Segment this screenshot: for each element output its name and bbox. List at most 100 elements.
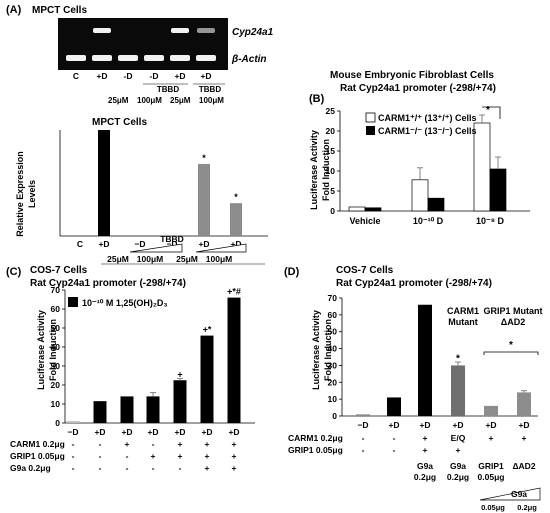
panel-d-letter: (D)	[284, 266, 300, 278]
panel-a-xtick-label: +D	[198, 239, 209, 249]
panel-a-xtick-label: −D	[134, 239, 145, 249]
carm1-mutant-label-1: CARM1	[447, 306, 479, 316]
panel-c-row-mark: +	[232, 451, 237, 461]
panel-c-row-mark: -	[72, 439, 75, 449]
panel-c-ytick-label: 70	[51, 285, 61, 295]
actin-band	[66, 55, 86, 61]
panel-a-ylabel: Relative Expression Levels	[15, 151, 37, 237]
panel-d-row-mark: -	[362, 433, 365, 443]
panel-b: Mouse Embryonic Fibroblast Cells Rat Cyp…	[309, 70, 530, 226]
panel-a-tbbd-wedge	[195, 243, 247, 253]
panel-c-row-mark: +	[205, 451, 210, 461]
panel-c-row-label: GRIP1 0.05μg	[10, 451, 65, 461]
panel-b-sig-bracket	[482, 106, 501, 119]
panel-a-chart: C +D −D −D +D * +D * TBBD 25μM 100μM 25μM 100μM	[59, 130, 268, 265]
panel-b-ytick-label: 0	[330, 206, 335, 216]
panel-c-row-mark: -	[72, 451, 75, 461]
panel-b-xtick-label: 10⁻⁸ D	[476, 216, 505, 226]
panel-b-title-2: Rat Cyp24a1 promoter (-298/+74)	[340, 83, 496, 94]
panel-b-ylabel-line1: Luciferase Activity	[309, 130, 319, 210]
panel-c-row-mark: -	[99, 463, 102, 473]
panel-d-ytick-label: 40	[328, 344, 338, 354]
panel-d-bar	[484, 405, 498, 416]
panel-c-xtick-label: +D	[201, 427, 212, 437]
gel-lane-label: +D	[200, 71, 211, 81]
panel-d-bottom-label: 0.2μg	[414, 472, 436, 482]
panel-c-row-mark: -	[99, 439, 102, 449]
panel-b-chart: 0 5 10 15 20 25 Vehicle 10⁻¹⁰ D 10⁻⁸ D *	[326, 105, 530, 226]
panel-c-row-mark: +	[151, 451, 156, 461]
actin-band	[118, 55, 138, 61]
panel-c-bar	[93, 401, 107, 423]
gel-label-cyp24a1: Cyp24a1	[232, 27, 274, 38]
panel-c-bar-annotation: +	[177, 369, 182, 379]
panel-c-bar-annotation: +*	[203, 325, 212, 335]
panel-c-row-mark: +	[205, 439, 210, 449]
legend-label-wt: CARM1⁺/⁺ (13⁺/⁺) Cells	[378, 113, 477, 123]
panel-a-chart-title: MPCT Cells	[92, 117, 147, 128]
panel-d-bottom-label: G9a	[450, 461, 466, 471]
panel-d-row-mark: -	[362, 445, 365, 455]
gel-lane-label: -D	[124, 71, 133, 81]
carm1-mutant-label-2: Mutant	[448, 317, 478, 327]
gel-label-actin: β-Actin	[231, 54, 267, 65]
panel-c-ylabel: Luciferase Activity Fold Induction	[36, 310, 58, 390]
gel-lane-label: +D	[174, 71, 185, 81]
panel-d-bar	[356, 414, 370, 416]
panel-d-ytick-label: 10	[328, 394, 338, 404]
panel-c-ytick-label: 30	[51, 361, 61, 371]
gel-dose-25: 25μM	[108, 96, 129, 105]
actin-band	[196, 55, 216, 61]
panel-c-ylabel-line1: Luciferase Activity	[36, 310, 46, 390]
panel-d-ylabel: Luciferase Activity Fold Induction	[311, 310, 333, 390]
panel-c-xtick-label: +D	[121, 427, 132, 437]
panel-c-legend-swatch	[68, 297, 78, 307]
panel-c-row-mark: +	[125, 439, 130, 449]
gel-tbbd-label-2: TBBD	[199, 85, 221, 94]
panel-b-title-1: Mouse Embryonic Fibroblast Cells	[330, 70, 494, 81]
panel-d-row-mark: E/Q	[451, 433, 466, 443]
panel-c-bar-annotation: +*#	[227, 287, 241, 297]
cyp24a1-band	[171, 28, 189, 33]
panel-a-dose-label: 25μM	[107, 254, 129, 264]
panel-a-dose-label: 100μM	[137, 254, 163, 264]
panel-c-row-mark: -	[152, 439, 155, 449]
panel-d-row-mark: +	[522, 433, 527, 443]
panel-d-bottom-label: 0.05μg	[478, 472, 505, 482]
panel-a-xtick-label: +D	[230, 239, 241, 249]
gel-dose-100: 100μM	[137, 96, 162, 105]
panel-c-row-label: G9a 0.2μg	[10, 463, 51, 473]
panel-c-row-mark: +	[232, 439, 237, 449]
panel-c-ytick-label: 60	[51, 304, 61, 314]
panel-d-bar	[451, 365, 465, 416]
panel-b-bar	[348, 206, 366, 212]
panel-c-row-mark: -	[99, 451, 102, 461]
panel-b-ytick-label: 25	[326, 106, 336, 116]
panel-d-row-mark: +	[456, 445, 461, 455]
panel-d-ylabel-line1: Luciferase Activity	[311, 310, 321, 390]
panel-d-group-star: *	[509, 340, 513, 351]
panel-a-bar-annotation: *	[234, 192, 238, 202]
panel-a-xtick-label: +D	[98, 239, 109, 249]
panel-b-bar	[489, 168, 507, 212]
panel-d-ytick-label: 50	[328, 327, 338, 337]
panel-d-title-1: COS-7 Cells	[336, 265, 394, 276]
panel-d-group-bracket	[483, 351, 539, 355]
panel-a-ylabel-line2: Levels	[27, 180, 37, 208]
panel-c-row-mark: +	[178, 451, 183, 461]
panel-c-title-2: Rat Cyp24a1 promoter (-298/+74)	[30, 278, 186, 289]
panel-d-xtick-label: +D	[419, 420, 430, 430]
panel-c-row-mark: +	[178, 439, 183, 449]
gel-dose-100b: 100μM	[199, 96, 224, 105]
panel-d-g9a-dose: 0.2μg	[517, 503, 537, 512]
panel-c-xtick-label: +D	[94, 427, 105, 437]
panel-c-letter: (C)	[6, 266, 22, 278]
panel-a: (A) MPCT Cells Cyp24a1 β-Actin C +D -D -D +D…	[6, 4, 274, 265]
panel-d-bottom-label: GRIP1	[478, 461, 504, 471]
legend-swatch-wt	[365, 112, 376, 123]
panel-d-bar	[418, 304, 432, 416]
panel-d-bottom-label: G9a	[417, 461, 433, 471]
panel-a-bar	[98, 130, 110, 236]
panel-c-chart: 0 10 20 30 40 50 60 70 −D +D +D +D + +D +* +D +*# +D CARM1…	[10, 285, 255, 473]
